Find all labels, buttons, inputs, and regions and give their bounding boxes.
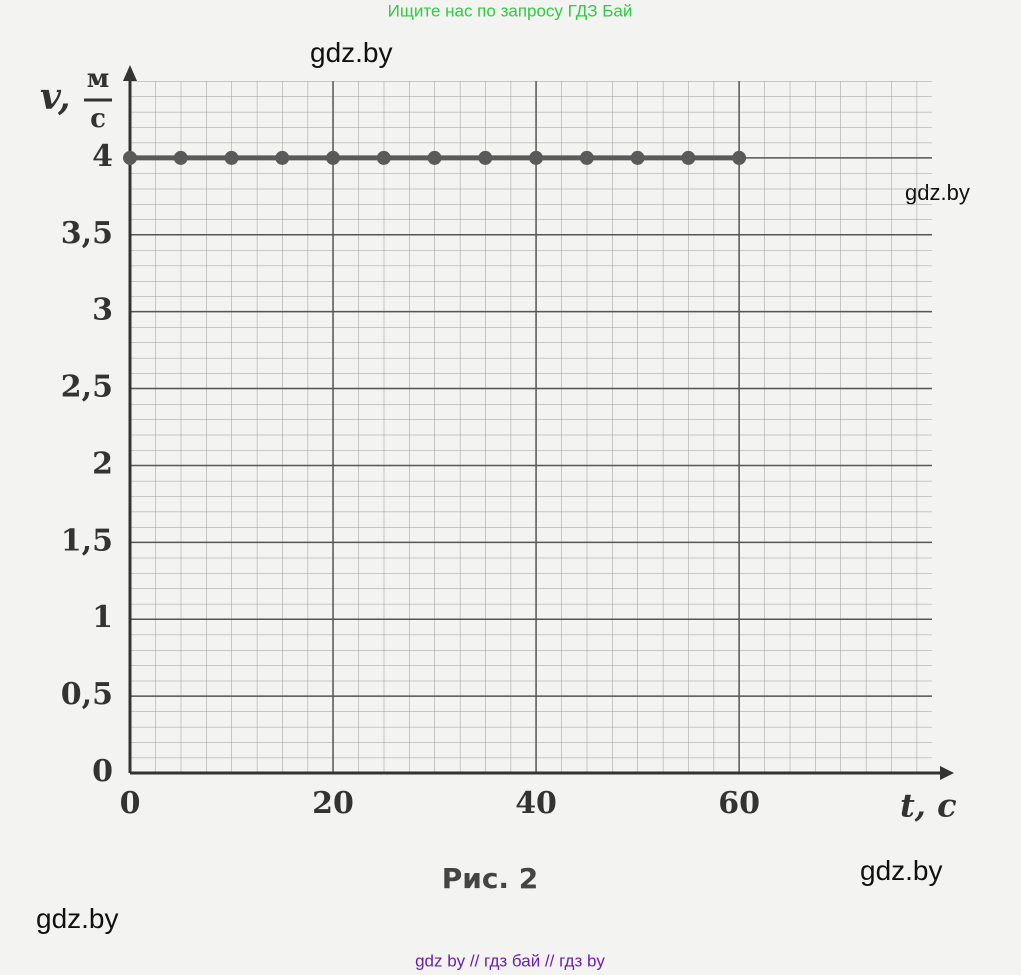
y-tick-label: 3 [92,293,113,328]
data-point [478,150,493,165]
watermark: gdz.by [310,37,393,68]
y-tick-label: 1,5 [61,523,113,558]
y-tick-label: 4 [92,139,113,174]
data-point [224,150,239,165]
data-point [326,150,341,165]
y-tick-label: 2 [92,446,113,481]
y-tick-label: 3,5 [61,216,113,251]
y-tick-label: 0,5 [61,677,113,712]
y-unit: с [90,104,106,134]
x-tick-label: 40 [515,786,557,821]
footer: gdz by // гдз бай // гдз by [415,951,605,970]
data-point [376,150,391,165]
y-unit: м [87,64,110,94]
y-tick-label: 0 [92,754,113,789]
y-tick-label: 1 [92,600,113,635]
data-point [529,150,544,165]
data-point [427,150,442,165]
data-point [630,150,645,165]
data-point [732,150,747,165]
x-axis-label: t, с [900,787,957,825]
y-axis-arrow [123,65,137,81]
data-point [681,150,696,165]
x-axis-arrow [940,766,954,780]
minor-grid [130,81,932,773]
y-axis-label: v, [40,76,71,118]
x-tick-label: 20 [312,786,354,821]
caption: Рис. 2 [442,862,539,895]
data-point [173,150,188,165]
data-point [123,150,137,165]
data-point [579,150,594,165]
watermark: gdz.by [860,855,943,886]
header: Ищите нас по запросу ГДЗ Бай [388,1,633,20]
x-tick-label: 60 [718,786,760,821]
y-tick-label: 2,5 [61,370,113,405]
data-point [275,150,290,165]
x-tick-label: 0 [120,786,141,821]
watermark: gdz.by [36,903,119,934]
